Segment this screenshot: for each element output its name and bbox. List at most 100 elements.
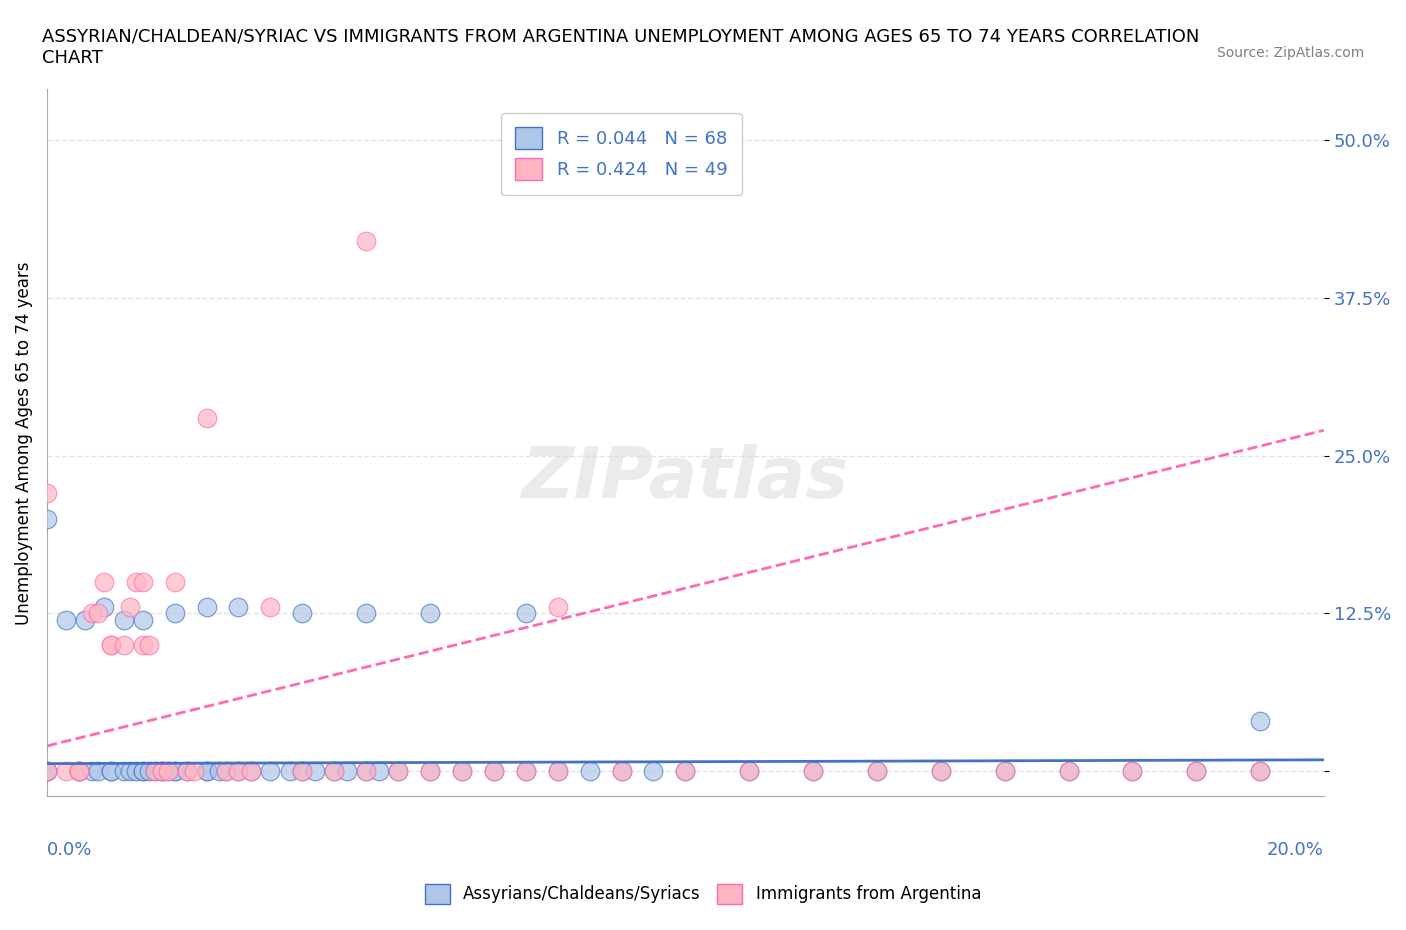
Point (100, 764, 122, 778)
Point (1249, 764, 1271, 778)
Point (55, 764, 77, 778)
Point (278, 764, 301, 778)
Point (291, 606, 314, 621)
Point (866, 764, 889, 778)
Point (1057, 764, 1080, 778)
Point (304, 764, 326, 778)
Point (145, 764, 167, 778)
Point (195, 600, 218, 615)
Text: Source: ZipAtlas.com: Source: ZipAtlas.com (1216, 46, 1364, 60)
Point (515, 764, 537, 778)
Point (738, 764, 761, 778)
Point (482, 764, 505, 778)
Point (145, 764, 167, 778)
Point (67, 764, 90, 778)
Point (367, 764, 389, 778)
Point (163, 575, 186, 590)
Point (215, 764, 238, 778)
Point (336, 764, 359, 778)
Point (87, 606, 110, 621)
Point (610, 764, 633, 778)
Point (929, 764, 952, 778)
Legend: Assyrians/Chaldeans/Syriacs, Immigrants from Argentina: Assyrians/Chaldeans/Syriacs, Immigrants … (416, 875, 990, 912)
Point (100, 637, 122, 652)
Point (515, 764, 537, 778)
Point (801, 764, 824, 778)
Point (323, 764, 346, 778)
Point (100, 637, 122, 652)
Point (112, 612, 135, 627)
Point (515, 606, 537, 621)
Point (138, 764, 160, 778)
Point (163, 764, 186, 778)
Point (387, 764, 409, 778)
Point (183, 764, 205, 778)
Point (994, 764, 1017, 778)
Point (176, 764, 198, 778)
Point (157, 764, 180, 778)
Point (1057, 764, 1080, 778)
Point (451, 764, 474, 778)
Point (228, 764, 250, 778)
Point (35, 764, 58, 778)
Point (610, 764, 633, 778)
Point (738, 764, 761, 778)
Point (80, 606, 103, 621)
Text: 20.0%: 20.0% (1267, 841, 1324, 858)
Point (228, 764, 250, 778)
Point (547, 600, 569, 615)
Point (1249, 764, 1271, 778)
Point (35, 764, 58, 778)
Point (1121, 764, 1143, 778)
Point (354, 764, 377, 778)
Point (866, 764, 889, 778)
Point (354, 233, 377, 248)
Point (259, 764, 281, 778)
Text: ASSYRIAN/CHALDEAN/SYRIAC VS IMMIGRANTS FROM ARGENTINA UNEMPLOYMENT AMONG AGES 65: ASSYRIAN/CHALDEAN/SYRIAC VS IMMIGRANTS F… (42, 28, 1199, 67)
Point (112, 764, 135, 778)
Point (100, 764, 122, 778)
Point (67, 764, 90, 778)
Point (131, 764, 153, 778)
Point (929, 764, 952, 778)
Point (673, 764, 696, 778)
Point (118, 764, 141, 778)
Point (1121, 764, 1143, 778)
Point (176, 764, 198, 778)
Point (994, 764, 1017, 778)
Point (35, 486, 58, 501)
Point (55, 612, 77, 627)
Point (195, 410, 218, 425)
Point (387, 764, 409, 778)
Point (125, 575, 148, 590)
Point (215, 764, 238, 778)
Point (93, 575, 115, 590)
Point (1185, 764, 1208, 778)
Point (208, 764, 231, 778)
Point (163, 606, 186, 621)
Point (35, 512, 58, 526)
Point (578, 764, 600, 778)
Point (138, 637, 160, 652)
Point (419, 606, 441, 621)
Point (482, 764, 505, 778)
Y-axis label: Unemployment Among Ages 65 to 74 years: Unemployment Among Ages 65 to 74 years (15, 261, 32, 625)
Point (323, 764, 346, 778)
Point (131, 764, 153, 778)
Point (125, 764, 148, 778)
Point (673, 764, 696, 778)
Text: 0.0%: 0.0% (46, 841, 93, 858)
Point (150, 764, 173, 778)
Point (228, 600, 250, 615)
Point (643, 764, 665, 778)
Point (291, 764, 314, 778)
Point (93, 600, 115, 615)
Point (150, 764, 173, 778)
Point (419, 764, 441, 778)
Point (195, 764, 218, 778)
Point (87, 764, 110, 778)
Point (547, 764, 569, 778)
Point (291, 764, 314, 778)
Point (1185, 764, 1208, 778)
Point (67, 764, 90, 778)
